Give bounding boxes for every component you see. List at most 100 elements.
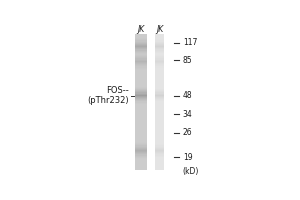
Bar: [155, 75, 164, 77]
Bar: [155, 82, 164, 83]
Bar: [135, 133, 147, 134]
Bar: [135, 54, 147, 55]
Bar: [135, 125, 147, 126]
Bar: [135, 102, 147, 104]
Text: 85: 85: [183, 56, 192, 65]
Bar: [155, 91, 164, 92]
Text: (pThr232): (pThr232): [88, 96, 129, 105]
Bar: [135, 119, 147, 121]
Bar: [155, 69, 164, 71]
Bar: [155, 89, 164, 90]
Bar: [135, 167, 147, 168]
Bar: [155, 48, 164, 49]
Bar: [135, 57, 147, 58]
Bar: [155, 150, 164, 151]
Bar: [135, 126, 147, 127]
Bar: [135, 64, 147, 65]
Bar: [135, 97, 147, 98]
Bar: [155, 60, 164, 62]
Bar: [135, 109, 147, 110]
Bar: [135, 38, 147, 39]
Bar: [135, 83, 147, 84]
Bar: [135, 85, 147, 87]
Bar: [135, 112, 147, 114]
Bar: [135, 168, 147, 169]
Bar: [135, 79, 147, 80]
Bar: [155, 47, 164, 48]
Bar: [135, 138, 147, 140]
Bar: [135, 144, 147, 145]
Bar: [135, 71, 147, 72]
Bar: [155, 135, 164, 136]
Bar: [155, 147, 164, 149]
Bar: [135, 127, 147, 129]
Bar: [135, 107, 147, 108]
Bar: [155, 126, 164, 127]
Bar: [155, 167, 164, 168]
Bar: [135, 86, 147, 88]
Bar: [135, 104, 147, 106]
Text: 26: 26: [183, 128, 192, 137]
Bar: [155, 136, 164, 138]
Bar: [135, 84, 147, 86]
Bar: [135, 143, 147, 144]
Bar: [155, 101, 164, 103]
Bar: [135, 151, 147, 152]
Bar: [155, 151, 164, 152]
Bar: [135, 110, 147, 112]
Bar: [135, 45, 147, 46]
Bar: [135, 161, 147, 162]
Bar: [155, 129, 164, 131]
Bar: [135, 34, 147, 36]
Bar: [155, 164, 164, 166]
Bar: [135, 101, 147, 103]
Bar: [135, 159, 147, 160]
Bar: [135, 95, 147, 97]
Bar: [135, 100, 147, 101]
Bar: [155, 38, 164, 39]
Bar: [135, 72, 147, 73]
Bar: [135, 141, 147, 142]
Bar: [155, 140, 164, 141]
Bar: [155, 146, 164, 148]
Bar: [135, 135, 147, 136]
Bar: [155, 51, 164, 53]
Bar: [135, 48, 147, 49]
Bar: [155, 93, 164, 95]
Bar: [135, 35, 147, 170]
Bar: [135, 123, 147, 124]
Bar: [155, 114, 164, 115]
Bar: [155, 125, 164, 126]
Bar: [155, 95, 164, 97]
Bar: [135, 137, 147, 139]
Bar: [155, 46, 164, 47]
Bar: [135, 152, 147, 153]
Bar: [135, 98, 147, 99]
Bar: [135, 67, 147, 69]
Text: (kD): (kD): [183, 167, 199, 176]
Bar: [135, 140, 147, 141]
Bar: [135, 106, 147, 107]
Text: 48: 48: [183, 91, 192, 100]
Bar: [155, 130, 164, 132]
Bar: [135, 66, 147, 68]
Bar: [135, 160, 147, 161]
Bar: [155, 138, 164, 140]
Bar: [135, 49, 147, 51]
Bar: [135, 153, 147, 154]
Bar: [155, 44, 164, 45]
Text: JK: JK: [137, 25, 145, 34]
Bar: [155, 86, 164, 88]
Bar: [135, 142, 147, 143]
Bar: [135, 82, 147, 83]
Bar: [155, 76, 164, 78]
Bar: [135, 89, 147, 90]
Bar: [155, 112, 164, 114]
Bar: [155, 165, 164, 167]
Text: 117: 117: [183, 38, 197, 47]
Bar: [155, 68, 164, 70]
Bar: [155, 73, 164, 74]
Bar: [135, 99, 147, 100]
Bar: [135, 42, 147, 44]
Bar: [155, 97, 164, 98]
